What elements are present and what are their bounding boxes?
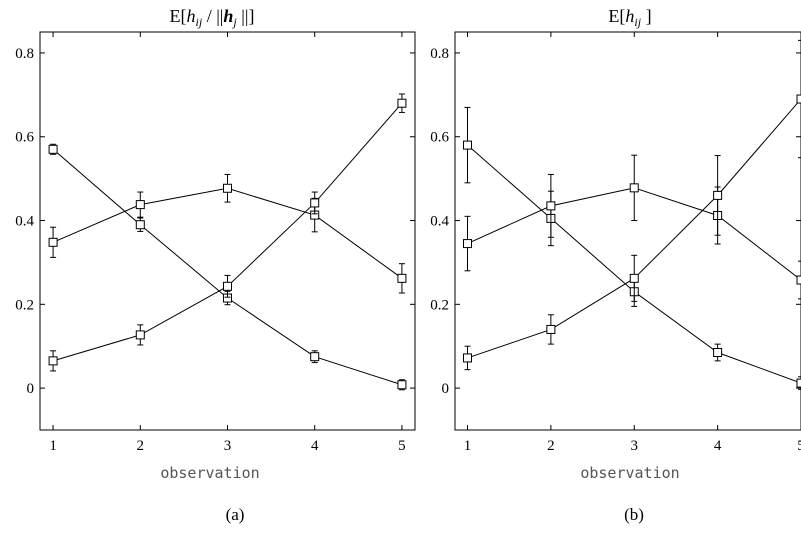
y-tick-label: 0.2 bbox=[430, 297, 449, 313]
data-point bbox=[397, 273, 407, 283]
data-point bbox=[310, 352, 320, 362]
x-axis-label: observation bbox=[160, 464, 259, 482]
y-tick-label: 0.6 bbox=[15, 130, 34, 146]
data-point bbox=[463, 140, 473, 150]
panel-b: 0 0.2 0.4 0.6 0.8 1 2 3 4 5 observation E[hij ] bbox=[430, 6, 801, 482]
data-point bbox=[546, 201, 556, 211]
x-tick-label: 2 bbox=[547, 438, 555, 454]
y-tick-label: 0.2 bbox=[15, 297, 34, 313]
x-tick-label: 1 bbox=[464, 438, 472, 454]
panel-a: 0 0.2 0.4 0.6 0.8 1 2 3 4 5 observation E[hij / ||h… bbox=[15, 6, 416, 482]
axes-box bbox=[454, 31, 801, 431]
caption-b: (b) bbox=[624, 505, 644, 524]
series-3 bbox=[48, 93, 407, 372]
y-tick-label: 0 bbox=[442, 381, 450, 397]
data-point bbox=[223, 183, 232, 193]
x-axis-label: observation bbox=[580, 464, 679, 482]
data-point bbox=[48, 237, 58, 247]
data-point bbox=[629, 273, 639, 283]
series-2 bbox=[48, 173, 407, 294]
x-tick-label: 2 bbox=[137, 438, 145, 454]
data-point bbox=[48, 144, 58, 154]
data-point bbox=[397, 98, 407, 108]
y-tick-label: 0.4 bbox=[15, 214, 34, 230]
data-point bbox=[796, 94, 801, 104]
series-3 bbox=[463, 39, 801, 371]
data-point bbox=[796, 275, 801, 285]
y-tick-label: 0.8 bbox=[430, 46, 449, 62]
x-tick-label: 3 bbox=[224, 438, 232, 454]
series-1 bbox=[48, 143, 407, 391]
data-point bbox=[546, 324, 556, 334]
data-point bbox=[713, 347, 723, 357]
data-point bbox=[310, 198, 320, 208]
data-point bbox=[135, 330, 145, 340]
data-point bbox=[48, 356, 58, 366]
data-point bbox=[463, 239, 473, 249]
data-point bbox=[397, 380, 407, 390]
series-1 bbox=[463, 106, 801, 390]
series-line bbox=[52, 102, 403, 362]
data-point bbox=[135, 220, 145, 230]
axes-box bbox=[39, 31, 416, 431]
y-tick-label: 0.8 bbox=[15, 46, 34, 62]
chart-title: E[hij ] bbox=[608, 6, 651, 29]
data-point bbox=[796, 378, 801, 388]
data-point bbox=[463, 353, 473, 363]
x-tick-label: 1 bbox=[49, 438, 57, 454]
caption-a: (a) bbox=[225, 505, 245, 524]
x-tick-label: 4 bbox=[311, 438, 319, 454]
series-line bbox=[467, 98, 801, 359]
x-tick-label: 3 bbox=[631, 438, 639, 454]
x-tick-label: 4 bbox=[714, 438, 722, 454]
data-point bbox=[135, 200, 145, 210]
data-point bbox=[223, 281, 232, 291]
y-tick-label: 0.6 bbox=[430, 130, 449, 146]
y-tick-label: 0 bbox=[27, 381, 35, 397]
x-tick-label: 5 bbox=[398, 438, 406, 454]
chart-title: E[hij / ||hj ||] bbox=[170, 6, 255, 29]
data-point bbox=[629, 183, 639, 193]
data-point bbox=[713, 190, 723, 200]
x-tick-label: 5 bbox=[797, 438, 801, 454]
y-tick-label: 0.4 bbox=[430, 214, 449, 230]
